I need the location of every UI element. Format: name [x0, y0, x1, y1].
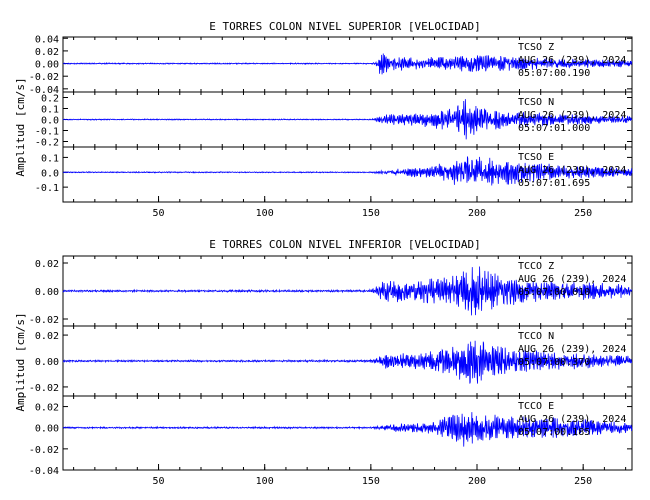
upper-chart-title: E TORRES COLON NIVEL SUPERIOR [VELOCIDAD…	[209, 20, 481, 33]
seismic-trace	[62, 340, 633, 384]
trace-panel: 0.20.10.0-0.1-0.2 TCSO N AUG 26 (239), 202…	[35, 91, 633, 149]
panel-frame	[62, 395, 633, 471]
y-tick-label: 0.02	[35, 331, 59, 342]
y-tick-label: 0.0	[41, 116, 59, 127]
station-label: AUG 26 (239), 2024	[518, 110, 626, 121]
x-tick-label: 200	[468, 476, 486, 487]
y-tick-label: 0.00	[35, 60, 59, 71]
station-label: TCSO Z	[518, 42, 554, 53]
y-tick-label: -0.1	[35, 127, 59, 138]
station-label: 05:07:00.185	[518, 427, 590, 438]
trace-panel: 0.02 0.00 -0.02 TCCO Z AUG 26 (239), 2024 05:…	[29, 255, 633, 327]
x-tick-label: 150	[362, 208, 380, 219]
station-label: AUG 26 (239), 2024	[518, 165, 626, 176]
y-tick-label: 0.1	[41, 105, 59, 116]
seismic-trace	[62, 412, 633, 447]
x-tick-label: 250	[574, 476, 592, 487]
x-tick-label: 200	[468, 208, 486, 219]
y-tick-label: 0.02	[35, 259, 59, 270]
station-label: AUG 26 (239), 2024	[518, 274, 626, 285]
y-tick-label: -0.02	[29, 72, 59, 83]
station-label: AUG 26 (239), 2024	[518, 55, 626, 66]
trace-panel: 0.04 0.02 0.00-0.02 -0.04 TCSO Z AUG 26 (239)…	[29, 34, 633, 96]
x-tick-label: 50	[153, 208, 165, 219]
seismic-trace	[62, 53, 633, 75]
y-tick-label: 0.04	[35, 34, 59, 45]
station-label: TCCO N	[518, 331, 554, 342]
y-tick-label: -0.1	[35, 183, 59, 194]
station-label: TCCO E	[518, 401, 554, 412]
x-tick-label: 100	[256, 208, 274, 219]
y-tick-label: 0.02	[35, 403, 59, 414]
y-tick-label: -0.02	[29, 383, 59, 394]
trace-panel: 0.02 0.00 -0.02 -0.04 TCCO E AUG 26 (239), 20…	[29, 395, 633, 477]
y-tick-label: 0.00	[35, 424, 59, 435]
y-tick-label: 0.1	[41, 153, 59, 164]
seismic-trace	[62, 99, 633, 140]
station-label: TCSO N	[518, 97, 554, 108]
trace-panel: 0.02 0.00 -0.02 TCCO N AUG 26 (239), 2024 05:…	[29, 325, 633, 397]
y-tick-label: -0.02	[29, 315, 59, 326]
y-tick-label: -0.04	[29, 85, 59, 96]
y-tick-label: 0.00	[35, 357, 59, 368]
station-label: 05:07:01.000	[518, 123, 590, 134]
station-label: TCCO Z	[518, 261, 554, 272]
lower-chart-title: E TORRES COLON NIVEL INFERIOR [VELOCIDAD…	[209, 238, 481, 251]
x-tick-label: 150	[362, 476, 380, 487]
station-label: 05:07:01.695	[518, 178, 590, 189]
station-label: 05:07:00.190	[518, 68, 590, 79]
seismic-trace	[62, 266, 633, 316]
station-label: TCSO E	[518, 152, 554, 163]
station-label: AUG 26 (239), 2024	[518, 414, 626, 425]
seismic-trace	[62, 156, 633, 186]
station-label: 05:07:00.010	[518, 287, 590, 298]
upper-y-axis-label: Amplitud [cm/s]	[14, 77, 27, 176]
station-label: 05:07:00.370	[518, 357, 590, 368]
panel-frame	[62, 146, 633, 203]
y-tick-label: 0.02	[35, 47, 59, 58]
station-label: AUG 26 (239), 2024	[518, 344, 626, 355]
y-tick-label: -0.04	[29, 466, 59, 477]
x-tick-label: 50	[153, 476, 165, 487]
y-tick-label: -0.2	[35, 138, 59, 149]
y-tick-label: -0.02	[29, 445, 59, 456]
y-tick-label: 0.2	[41, 94, 59, 105]
lower-y-axis-label: Amplitud [cm/s]	[14, 312, 27, 411]
y-tick-label: 0.0	[41, 168, 59, 179]
x-tick-label: 100	[256, 476, 274, 487]
y-tick-label: 0.00	[35, 287, 59, 298]
x-tick-label: 250	[574, 208, 592, 219]
trace-panel: 0.1 0.0 -0.1 TCSO E AUG 26 (239), 2024 05:07:…	[35, 146, 633, 203]
